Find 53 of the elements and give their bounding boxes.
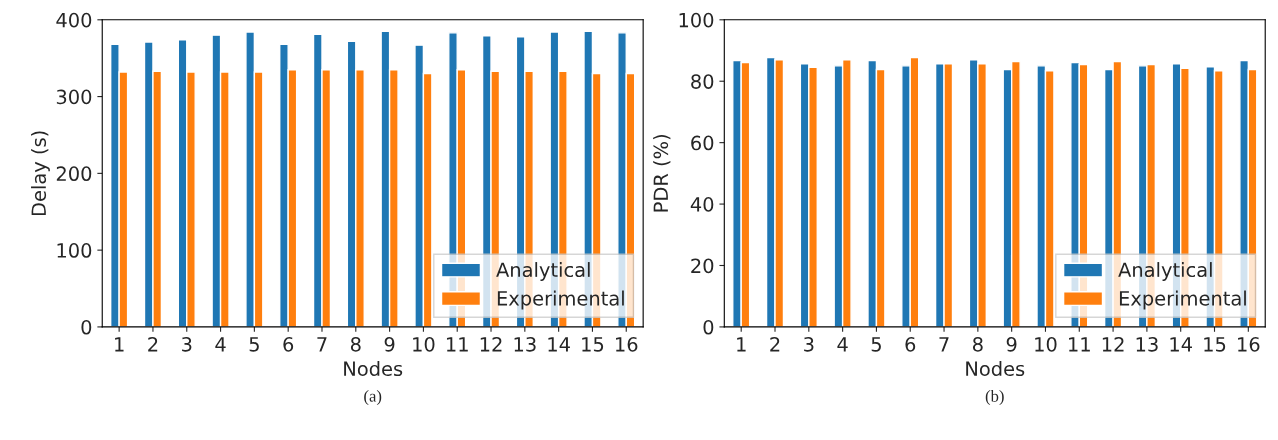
x-tick-label: 12 [1102,336,1124,352]
y-tick-label: 20 [691,258,714,274]
x-tick-label: 2 [770,336,780,352]
legend-label: Experimental [1119,290,1246,310]
x-tick-label: 11 [446,337,468,352]
x-tick-label: 7 [939,337,949,352]
y-tick-label: 100 [57,243,92,258]
x-axis-title: Nodes [344,361,403,377]
y-tick-label: 40 [690,197,714,212]
x-tick-label: 10 [413,336,435,352]
y-tick-label: 400 [56,12,92,28]
x-tick-label: 9 [384,336,395,352]
y-tick-label: 100 [679,12,714,28]
x-tick-label: 3 [182,336,192,352]
x-tick-label: 16 [1238,336,1260,352]
x-tick-label: 8 [350,336,361,352]
y-tick-label: 80 [691,74,714,89]
x-tick-label: 15 [1204,337,1226,352]
x-tick-label: 8 [972,336,983,352]
x-tick-label: 4 [215,337,226,352]
x-axis-title: Nodes [966,361,1025,377]
x-tick-label: 5 [871,337,881,352]
x-tick-label: 14 [548,337,570,352]
x-tick-label: 1 [115,337,124,352]
y-tick-label: 0 [81,319,92,335]
x-tick-label: 5 [249,337,259,352]
text: (b) [985,390,1004,406]
x-tick-label: 15 [582,337,604,352]
x-tick-label: 2 [148,336,158,352]
x-tick-label: 13 [1136,336,1158,352]
x-tick-label: 9 [1006,336,1017,352]
x-tick-label: 6 [905,336,916,352]
x-tick-label: 13 [514,336,536,352]
x-tick-label: 12 [480,336,502,352]
x-tick-label: 4 [837,337,848,352]
y-tick-label: 300 [56,89,92,105]
x-tick-label: 7 [317,337,327,352]
x-tick-label: 11 [1069,337,1090,352]
legend-label: Analytical [496,262,590,281]
x-tick-label: 3 [804,336,814,352]
x-tick-label: 14 [1170,337,1192,352]
y-tick-label: 60 [691,135,714,151]
text: (a) [364,390,382,406]
y-axis-title: Delay (s) [31,131,50,216]
x-tick-label: 6 [283,336,294,352]
y-tick-label: 200 [56,166,92,182]
x-tick-label: 10 [1035,336,1057,352]
x-tick-label: 1 [737,337,746,352]
x-tick-label: 16 [616,336,638,352]
legend-label: Experimental [497,290,624,310]
y-axis-title: PDR (%) [653,135,671,212]
legend-label: Analytical [1118,262,1212,281]
y-tick-label: 0 [703,319,714,335]
